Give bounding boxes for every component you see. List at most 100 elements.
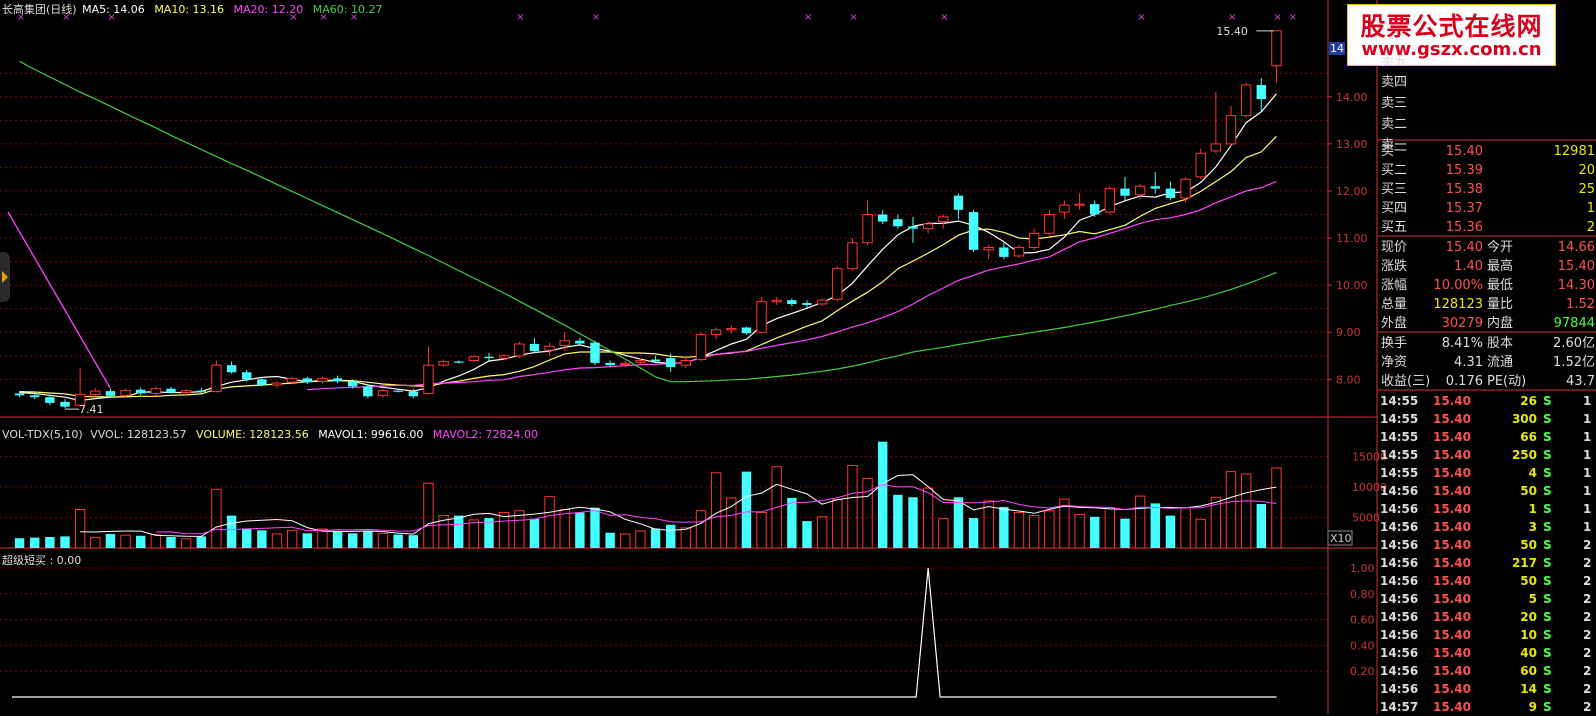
candle-body-up: [1210, 143, 1222, 152]
fund-row: 净资 4.31 流通 1.52亿: [1377, 353, 1596, 373]
side-collapse-arrow[interactable]: [0, 252, 10, 302]
trade-time: 14:56: [1380, 628, 1419, 642]
trade-side: S: [1543, 592, 1552, 606]
candle-body-up: [710, 329, 722, 336]
candle: [741, 326, 752, 335]
trade-side: S: [1543, 502, 1552, 516]
candle: [514, 341, 525, 359]
candle-body-down: [257, 379, 267, 385]
quote-panel: 卖五 卖四 卖三 卖二 卖一 买一 15.40 12981 买二 15.39 20 买三 15.38 2…: [1377, 0, 1596, 714]
candle-body-down: [45, 397, 55, 403]
candle: [802, 300, 812, 308]
trade-price: 15.40: [1433, 628, 1471, 642]
candle-body-up: [756, 301, 767, 333]
indicator-tick-label: 0.80: [1350, 588, 1375, 601]
buy-level-volume: 20: [1578, 163, 1595, 178]
volume-bar-up: [1028, 515, 1040, 549]
candle-body-up: [377, 390, 389, 396]
candle: [423, 346, 434, 395]
trade-price: 15.40: [1433, 610, 1471, 624]
volume-bar-up: [468, 519, 480, 549]
candle: [816, 298, 828, 307]
trade-volume: 20: [1520, 610, 1537, 624]
candle-body-up: [922, 223, 934, 230]
candle-body-up: [983, 246, 994, 251]
volume-bar-up: [1059, 498, 1070, 549]
event-marker-icon: ×: [1137, 12, 1145, 23]
price-tick-label: 8.00: [1336, 373, 1361, 386]
candle-body-up: [1134, 185, 1146, 196]
volume-bar-up: [726, 497, 737, 549]
sell-level-row: 卖四: [1377, 73, 1596, 93]
stat-row: 总量 128123 量比 1.52: [1377, 295, 1596, 315]
volume-bar-up: [120, 534, 131, 549]
trade-price: 15.40: [1433, 574, 1471, 588]
indicator-tick-label: 0.60: [1350, 614, 1375, 627]
volume-bar-down: [953, 497, 964, 548]
trade-time: 14:56: [1380, 574, 1419, 588]
chart-header: 长高集团(日线) MA5: 14.06 MA10: 13.16 MA20: 12…: [2, 1, 382, 17]
trade-price: 15.40: [1433, 430, 1471, 444]
trade-count: 1: [1583, 448, 1592, 462]
trade-price: 15.40: [1433, 682, 1471, 696]
event-marker-icon: ×: [289, 12, 297, 23]
candle: [605, 360, 615, 368]
candle-body-up: [1180, 178, 1191, 199]
high-price-label: 15.40: [1216, 25, 1248, 38]
trade-count: 2: [1583, 592, 1592, 606]
candle-body-up: [514, 343, 525, 357]
trade-time: 14:56: [1380, 520, 1419, 534]
candle-body-up: [1013, 246, 1025, 257]
stat-label: 涨跌: [1381, 259, 1408, 274]
volume-bar-down: [363, 531, 373, 548]
candle: [150, 386, 162, 396]
trade-row: 14:55 15.40 66 S 1: [1377, 428, 1596, 446]
buy-level-row: 买五 15.36 2: [1377, 218, 1596, 238]
event-marker-icon: ×: [804, 12, 812, 23]
stat-value: 15.40: [1445, 240, 1483, 255]
candle-body-up: [695, 334, 707, 361]
trade-price: 15.40: [1433, 538, 1471, 552]
trade-volume: 250: [1511, 448, 1537, 462]
trade-count: 1: [1583, 394, 1592, 408]
candle: [787, 298, 797, 307]
stat-label: 最高: [1487, 259, 1514, 274]
volume-bar-down: [45, 537, 55, 548]
volume-tick-label: 5000: [1352, 511, 1380, 524]
trade-side: S: [1543, 412, 1552, 426]
stat-row: 涨幅 10.00% 最低 14.30: [1377, 276, 1596, 296]
trade-side: S: [1543, 682, 1552, 696]
candle: [1104, 186, 1116, 215]
trade-count: 1: [1583, 502, 1592, 516]
sell-level-row: 卖三: [1377, 94, 1596, 114]
ma60-line: [19, 60, 1277, 383]
stat-value: 1.52: [1566, 297, 1595, 312]
trade-side: S: [1543, 466, 1552, 480]
trade-side: S: [1543, 430, 1552, 444]
volume-tick-label: 10000: [1352, 481, 1387, 494]
trade-volume: 217: [1511, 556, 1537, 570]
volume-bar-up: [317, 528, 328, 549]
mavol2-label: MAVOL2: 72824.00: [432, 428, 539, 441]
trade-side: S: [1543, 574, 1552, 588]
fund-label: 收益(三): [1381, 374, 1431, 389]
event-marker-icon: ×: [1273, 12, 1281, 23]
trade-count: 2: [1583, 628, 1592, 642]
signal-line: [12, 567, 1277, 698]
stat-label: 总量: [1381, 297, 1408, 312]
volume-bar-down: [14, 538, 25, 548]
candle: [120, 388, 131, 398]
mavol1-line: [80, 474, 1277, 537]
buy-level-price: 15.39: [1445, 163, 1483, 178]
trade-volume: 4: [1528, 466, 1537, 480]
candle-body-up: [771, 299, 782, 303]
volume-bar-up: [680, 527, 692, 549]
volume-bar-down: [802, 521, 812, 548]
candle-body-down: [332, 378, 343, 382]
volume-bar-up: [211, 488, 222, 549]
ma20-line: [307, 180, 1277, 391]
candle-body-up: [1044, 214, 1055, 234]
candle: [908, 216, 918, 243]
candle-body-down: [363, 386, 373, 397]
